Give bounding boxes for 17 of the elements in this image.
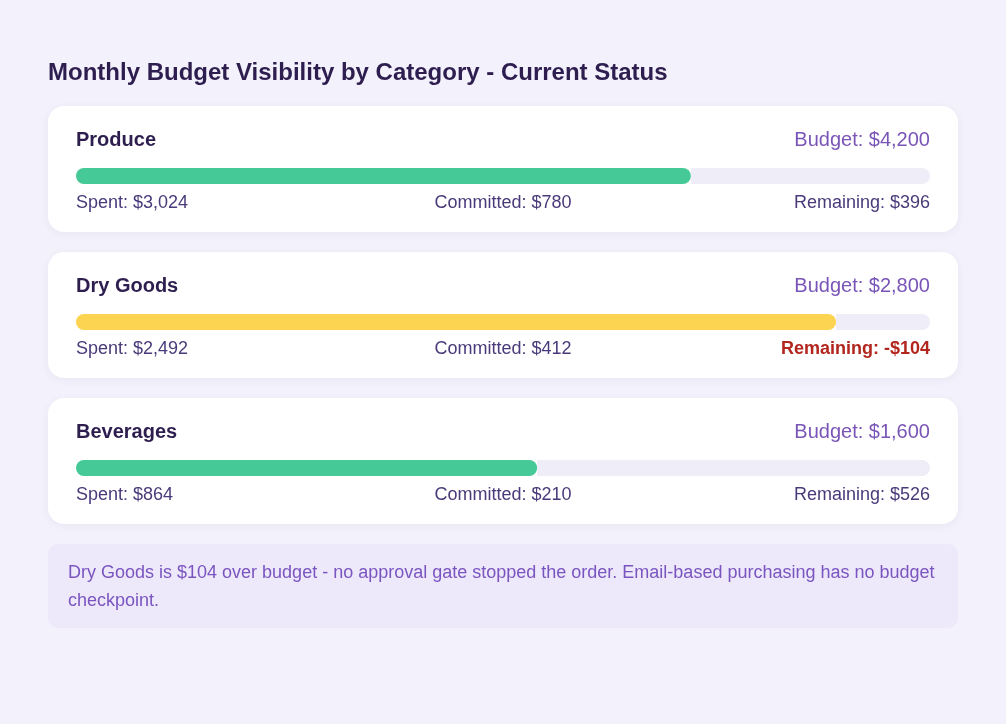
text: Budget: $4,200 — [794, 128, 930, 151]
text: Spent: $2,492 — [76, 338, 189, 359]
text: Remaining: $526 — [793, 484, 930, 505]
text: Spent: $864 — [76, 484, 174, 505]
text: Dry Goods is $104 over budget - no approval gate stopped the order. Email-based purchasing has no budget checkpoint. — [48, 544, 958, 628]
chart-title: Beverages — [76, 420, 178, 443]
text: Committed: $780 — [434, 192, 572, 213]
text: Budget: $2,800 — [794, 274, 930, 297]
text: Remaining: -$104 — [780, 338, 930, 359]
text: Committed: $210 — [434, 484, 572, 505]
text: Budget: $1,600 — [794, 420, 930, 443]
text: Monthly Budget Visibility by Category - Current Status — [48, 58, 669, 86]
text: Committed: $412 — [434, 338, 572, 359]
chart-title: Dry Goods — [76, 274, 179, 297]
chart-title: Produce — [76, 128, 157, 151]
text: Remaining: $396 — [793, 192, 930, 213]
text: Spent: $3,024 — [76, 192, 189, 213]
